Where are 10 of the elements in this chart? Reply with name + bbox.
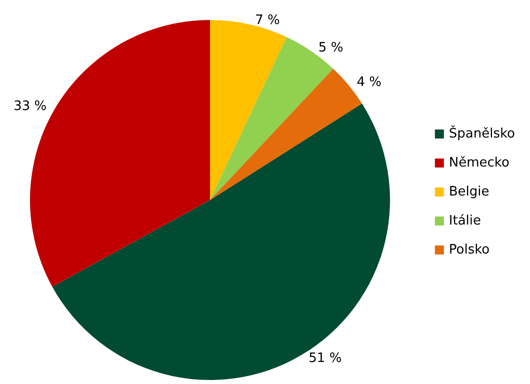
data-label: 33 % <box>14 98 47 114</box>
data-label: 51 % <box>308 350 342 366</box>
legend-label: Polsko <box>448 242 490 258</box>
legend-label: Itálie <box>448 214 482 228</box>
data-label: 7 % <box>255 12 280 28</box>
legend-label: Belgie <box>448 184 490 200</box>
data-label: 5 % <box>318 40 344 56</box>
legend-label: Německo <box>448 156 510 170</box>
legend-label: Španělsko <box>448 124 516 142</box>
data-label: 4 % <box>356 75 382 90</box>
